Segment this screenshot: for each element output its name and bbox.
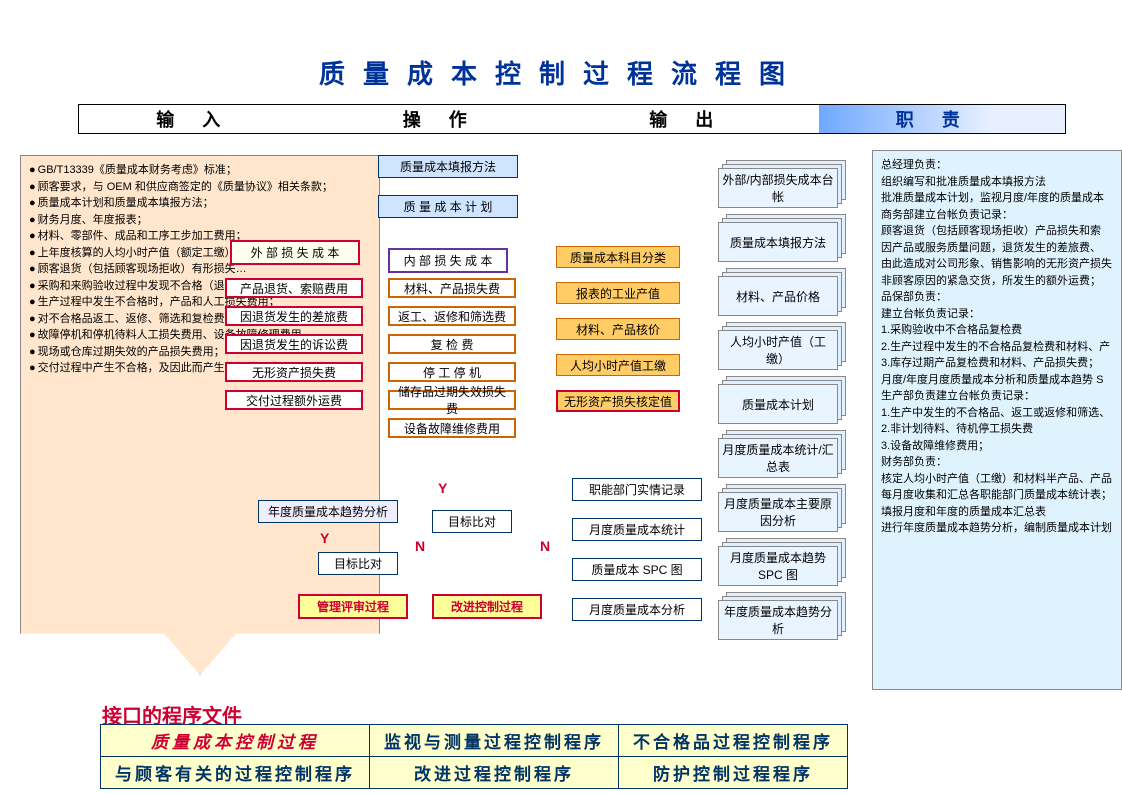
orange-item: 报表的工业产值 [556, 282, 680, 304]
int-item: 设备故障维修费用 [388, 418, 516, 438]
orange-item: 质量成本科目分类 [556, 246, 680, 268]
output-stack: 月度质量成本趋势 SPC 图 [718, 546, 838, 586]
iface-cell: 质量成本控制过程 [101, 725, 370, 757]
output-stack: 月度质量成本主要原因分析 [718, 492, 838, 532]
box-manal: 月度质量成本分析 [572, 598, 702, 621]
ext-item: 因退货发生的差旅费 [225, 306, 363, 326]
iface-cell: 不合格品过程控制程序 [619, 725, 848, 757]
int-item: 材料、产品损失费 [388, 278, 516, 298]
output-stack: 质量成本填报方法 [718, 222, 838, 262]
input-item: 顾客要求，与 OEM 和供应商签定的《质量协议》相关条款； [29, 179, 371, 196]
box-review: 管理评审过程 [298, 594, 408, 619]
int-item: 复 检 费 [388, 334, 516, 354]
ext-item: 交付过程额外运费 [225, 390, 363, 410]
header-duty: 职责 [819, 105, 1066, 133]
label-n2: N [540, 538, 550, 554]
orange-item: 人均小时产值工缴 [556, 354, 680, 376]
box-compare1: 目标比对 [432, 510, 512, 533]
interface-table: 质量成本控制过程监视与测量过程控制程序不合格品过程控制程序与顾客有关的过程控制程… [100, 724, 848, 789]
header-bar: 输入 操作 输出 职责 [78, 104, 1066, 134]
output-stack: 外部/内部损失成本台帐 [718, 168, 838, 208]
header-input: 输入 [79, 105, 326, 133]
iface-cell: 防护控制过程程序 [619, 757, 848, 789]
iface-cell: 改进过程控制程序 [370, 757, 619, 789]
box-spc: 质量成本 SPC 图 [572, 558, 702, 581]
ext-item: 因退货发生的诉讼费 [225, 334, 363, 354]
output-stack: 质量成本计划 [718, 384, 838, 424]
box-fill-method: 质量成本填报方法 [378, 155, 518, 178]
ext-item: 无形资产损失费 [225, 362, 363, 382]
output-stack: 年度质量成本趋势分析 [718, 600, 838, 640]
int-item: 返工、返修和筛选费 [388, 306, 516, 326]
input-item: 质量成本计划和质量成本填报方法； [29, 195, 371, 212]
header-operate: 操作 [326, 105, 573, 133]
duty-panel: 总经理负责： 组织编写和批准质量成本填报方法 批准质量成本计划，监视月度/年度的… [872, 150, 1122, 690]
box-compare2: 目标比对 [318, 552, 398, 575]
orange-item: 无形资产损失核定值 [556, 390, 680, 412]
iface-cell: 监视与测量过程控制程序 [370, 725, 619, 757]
label-n1: N [415, 538, 425, 554]
label-y2: Y [320, 530, 329, 546]
page-title: 质量成本控制过程流程图 [0, 54, 1122, 91]
output-stack: 材料、产品价格 [718, 276, 838, 316]
label-y1: Y [438, 480, 447, 496]
output-stack: 人均小时产值（工缴） [718, 330, 838, 370]
ext-item: 产品退货、索赔费用 [225, 278, 363, 298]
iface-cell: 与顾客有关的过程控制程序 [101, 757, 370, 789]
box-improve: 改进控制过程 [432, 594, 542, 619]
box-cost-plan: 质 量 成 本 计 划 [378, 195, 518, 218]
output-stack: 月度质量成本统计/汇总表 [718, 438, 838, 478]
header-output: 输出 [572, 105, 819, 133]
box-record: 职能部门实情记录 [572, 478, 702, 501]
box-ext-loss: 外 部 损 失 成 本 [230, 240, 360, 265]
int-item: 储存品过期失效损失费 [388, 390, 516, 410]
input-item: GB/T13339《质量成本财务考虑》标准； [29, 162, 371, 179]
box-trend: 年度质量成本趋势分析 [258, 500, 398, 523]
box-int-loss: 内 部 损 失 成 本 [388, 248, 508, 273]
int-item: 停 工 停 机 [388, 362, 516, 382]
box-mstat: 月度质量成本统计 [572, 518, 702, 541]
input-item: 财务月度、年度报表； [29, 212, 371, 229]
orange-item: 材料、产品核价 [556, 318, 680, 340]
